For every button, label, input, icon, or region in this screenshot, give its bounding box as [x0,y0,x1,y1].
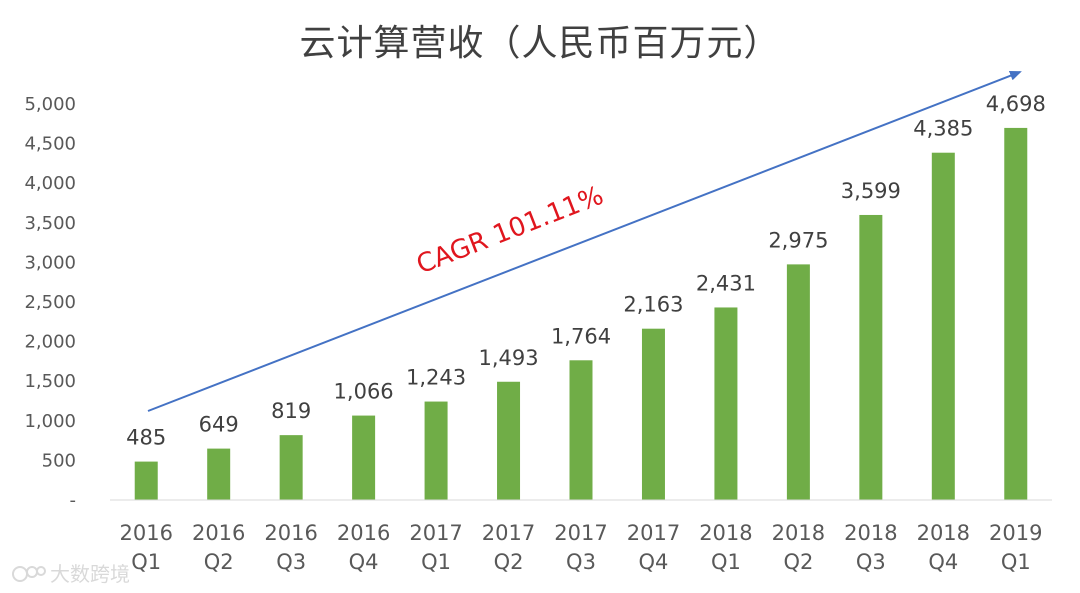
x-tick-label: 2017 Q1 [409,521,462,574]
x-tick-label: 2018 Q3 [844,521,897,574]
y-tick-label: 5,000 [24,94,76,115]
data-label: 1,764 [551,324,611,348]
x-tick-quarter: Q1 [1001,550,1031,574]
y-tick-label: 3,500 [24,213,76,234]
x-tick-label: 2016 Q4 [337,521,390,574]
x-tick-year: 2016 [192,521,245,545]
bar [424,401,448,500]
data-label: 1,066 [334,380,394,404]
bar [786,264,810,500]
bar [859,214,883,500]
chart-title: 云计算营收（人民币百万元） [299,23,781,64]
y-tick-label: 1,000 [24,411,76,432]
data-label: 485 [126,426,166,450]
y-tick-label: 2,000 [24,332,76,353]
bars: 485 649 819 1,066 1,243 1,493 1,764 2,163 2,431 2… [126,92,1046,501]
cagr-annotation: CAGR 101.11% [147,70,1022,412]
x-tick-quarter: Q4 [349,550,379,574]
data-label: 1,243 [406,366,466,390]
y-tick-label: 4,500 [24,134,76,155]
data-label: 2,975 [768,228,828,252]
x-tick-quarter: Q3 [566,550,596,574]
bar [569,360,593,500]
x-tick-year: 2017 [627,521,680,545]
bar [1004,127,1028,501]
x-tick-quarter: Q3 [856,550,886,574]
bar [714,307,738,500]
x-tick-year: 2019 [989,521,1042,545]
x-tick-label: 2018 Q4 [917,521,970,574]
x-tick-quarter: Q1 [711,550,741,574]
y-tick-label: 500 [42,450,76,471]
x-tick-quarter: Q4 [928,550,958,574]
x-tick-year: 2018 [699,521,752,545]
x-tick-year: 2018 [917,521,970,545]
x-tick-year: 2016 [264,521,317,545]
x-tick-label: 2018 Q1 [699,521,752,574]
x-tick-label: 2019 Q1 [989,521,1042,574]
data-label: 3,599 [841,179,901,203]
data-label: 649 [199,413,239,437]
cagr-label: CAGR 101.11% [413,181,608,281]
data-label: 4,385 [913,117,973,141]
x-tick-label: 2016 Q3 [264,521,317,574]
x-tick-year: 2017 [409,521,462,545]
bar [352,415,376,500]
x-tick-quarter: Q2 [783,550,813,574]
x-tick-label: 2016 Q2 [192,521,245,574]
data-label: 819 [271,399,311,423]
y-tick-label: - [70,490,77,511]
x-tick-quarter: Q1 [131,550,161,574]
x-tick-year: 2016 [120,521,173,545]
y-axis: - 500 1,000 1,500 2,000 2,500 3,000 3,500 4,000 4… [24,94,76,511]
bar [134,461,158,500]
data-label: 2,163 [623,293,683,317]
x-tick-quarter: Q2 [204,550,234,574]
data-label: 2,431 [696,271,756,295]
x-tick-label: 2018 Q2 [772,521,825,574]
bar [279,435,303,500]
x-tick-quarter: Q3 [276,550,306,574]
x-tick-quarter: Q1 [421,550,451,574]
x-tick-year: 2017 [554,521,607,545]
bar [931,152,955,500]
bar [207,448,231,500]
x-tick-quarter: Q2 [494,550,524,574]
x-tick-year: 2016 [337,521,390,545]
y-tick-label: 4,000 [24,173,76,194]
x-tick-year: 2018 [772,521,825,545]
x-tick-year: 2018 [844,521,897,545]
y-tick-label: 3,000 [24,252,76,273]
x-tick-label: 2016 Q1 [120,521,173,574]
bar [641,328,665,500]
bar [497,381,521,500]
x-tick-year: 2017 [482,521,535,545]
data-label: 4,698 [986,92,1046,116]
y-tick-label: 1,500 [24,371,76,392]
x-tick-quarter: Q4 [639,550,669,574]
x-tick-label: 2017 Q2 [482,521,535,574]
watermark: 大数跨境 [12,558,130,587]
watermark-logo-icon [12,566,46,582]
watermark-text: 大数跨境 [50,562,130,586]
cagr-arrow [147,70,1022,412]
data-label: 1,493 [478,346,538,370]
x-tick-label: 2017 Q3 [554,521,607,574]
y-tick-label: 2,500 [24,292,76,313]
x-tick-label: 2017 Q4 [627,521,680,574]
